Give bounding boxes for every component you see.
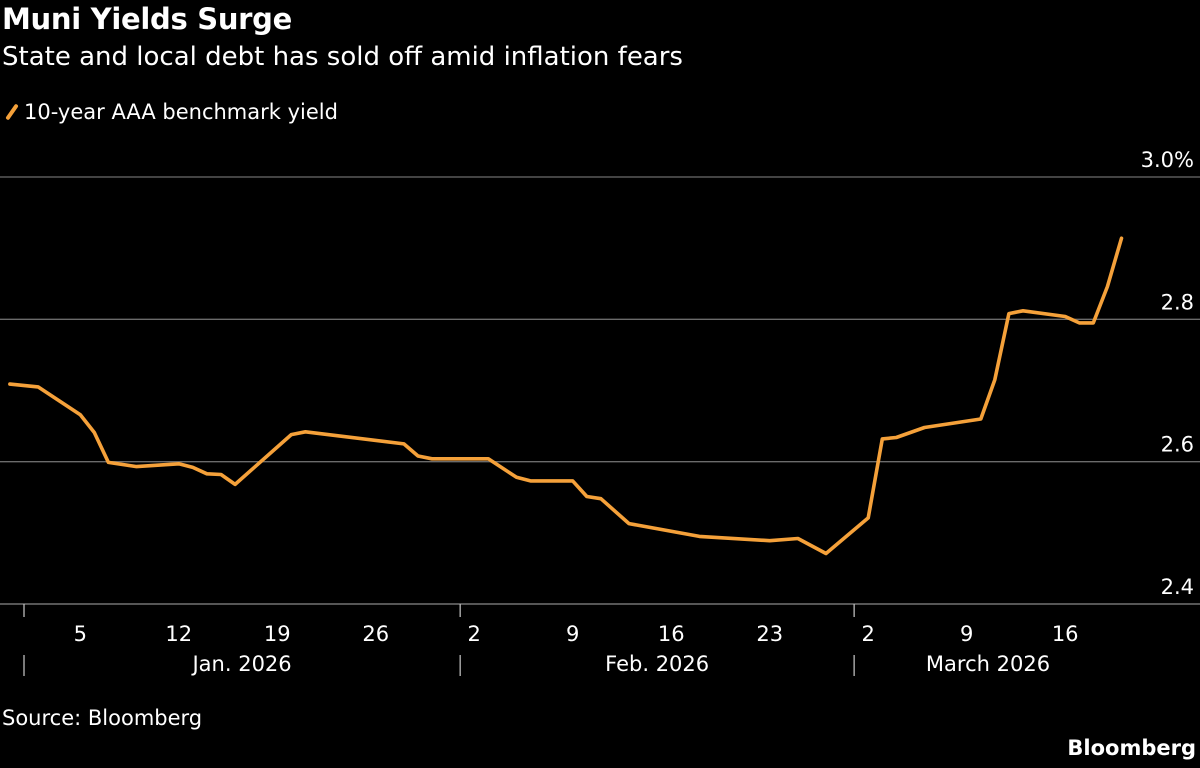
y-tick-label: 2.8 <box>1161 290 1194 314</box>
x-tick-label: 2 <box>468 622 481 646</box>
y-tick-label: 3.0% <box>1141 148 1194 172</box>
source-note: Source: Bloomberg <box>2 706 203 730</box>
x-tick-label: 16 <box>658 622 685 646</box>
month-label: March 2026 <box>926 652 1050 676</box>
y-tick-label: 2.4 <box>1161 575 1194 599</box>
chart-subtitle: State and local debt has sold off amid i… <box>2 42 683 72</box>
x-tick-label: 9 <box>960 622 973 646</box>
chart-title: Muni Yields Surge <box>2 2 293 36</box>
month-label: Jan. 2026 <box>190 652 291 676</box>
legend-label: 10-year AAA benchmark yield <box>24 100 338 124</box>
y-tick-label: 2.6 <box>1161 433 1194 457</box>
line-chart: 2.4 2.6 2.8 3.0% 5 12 19 26 2 9 16 23 2 9 16 Jan. 2026 F… <box>0 148 1200 676</box>
bloomberg-logo: Bloomberg <box>1067 736 1196 760</box>
x-tick-label: 16 <box>1052 622 1079 646</box>
x-tick-label: 2 <box>862 622 875 646</box>
series-line-10yr-aaa-yield <box>8 236 1124 556</box>
x-tick-label: 12 <box>165 622 192 646</box>
legend: 10-year AAA benchmark yield <box>4 100 338 124</box>
x-tick-label: 26 <box>362 622 389 646</box>
x-tick-label: 9 <box>566 622 579 646</box>
x-tick-label: 23 <box>756 622 783 646</box>
x-tick-label: 5 <box>74 622 87 646</box>
month-label: Feb. 2026 <box>605 652 709 676</box>
x-tick-label: 19 <box>264 622 291 646</box>
